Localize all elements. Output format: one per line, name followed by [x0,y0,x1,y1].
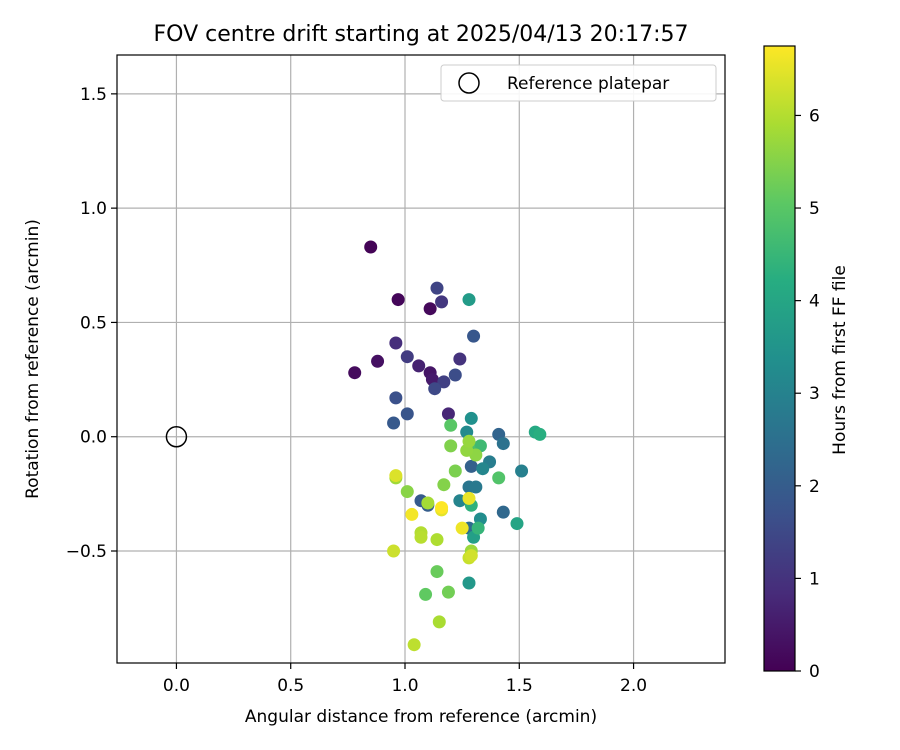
y-axis-ticks: −0.5 0.0 0.5 1.0 1.5 [66,85,117,562]
x-tick-label: 0.0 [163,676,190,696]
colorbar-tick-label: 6 [809,106,820,126]
data-point [423,302,437,316]
data-point [414,530,428,544]
data-point [364,240,378,254]
data-point [387,544,401,558]
data-point [400,407,414,421]
data-point [400,350,414,364]
reference-platepar-marker [165,425,188,448]
data-point [348,366,362,380]
data-point [533,427,547,441]
data-point [492,471,506,485]
data-points [348,240,547,652]
chart-title: FOV centre drift starting at 2025/04/13 … [154,22,689,47]
data-point [462,576,476,590]
data-point [444,418,458,432]
data-point [441,407,455,421]
y-tick-label: 1.0 [80,199,107,219]
data-point [430,533,444,547]
y-tick-label: −0.5 [66,542,107,562]
data-point [464,411,478,425]
data-point [469,480,483,494]
colorbar-tick-label: 3 [809,384,820,404]
data-point [437,375,451,389]
data-point [462,491,476,505]
data-point [444,439,458,453]
data-point [467,329,481,343]
data-point [437,478,451,492]
data-point [448,368,462,382]
data-point [371,354,385,368]
data-point [515,464,529,478]
data-point [389,391,403,405]
legend-label: Reference platepar [507,74,669,94]
x-axis-label: Angular distance from reference (arcmin) [245,707,597,727]
data-point [453,352,467,366]
data-point [435,295,449,309]
legend: Reference platepar [440,64,717,102]
plot-area [117,55,725,663]
data-point [471,521,485,535]
colorbar-tick-label: 4 [809,292,820,312]
colorbar-tick-label: 2 [809,477,820,497]
data-point [496,505,510,519]
x-tick-label: 1.0 [391,676,418,696]
data-point [464,549,478,563]
data-point [496,437,510,451]
data-point [455,521,469,535]
colorbar-tick-label: 1 [809,569,820,589]
data-point [412,359,426,373]
data-point [430,281,444,295]
data-point [441,585,455,599]
x-tick-label: 1.5 [506,676,533,696]
data-point [400,485,414,499]
colorbar-ticks: 0 1 2 3 4 5 6 [795,106,820,682]
data-point [430,565,444,579]
colorbar [763,45,796,672]
data-point [387,416,401,430]
y-tick-label: 0.0 [80,428,107,448]
data-point [432,615,446,629]
data-point [405,507,419,521]
y-tick-label: 0.5 [80,313,107,333]
data-point [391,293,405,307]
data-point [407,638,421,652]
data-point [462,434,476,448]
data-point [428,382,442,396]
plot-frame [116,54,726,664]
legend-box [440,64,717,102]
y-axis-label: Rotation from reference (arcmin) [23,219,43,499]
x-axis-ticks: 0.0 0.5 1.0 1.5 2.0 [163,663,647,696]
data-point [448,464,462,478]
colorbar-tick-label: 0 [809,662,820,682]
x-tick-label: 2.0 [620,676,647,696]
data-point [476,462,490,476]
data-point [421,496,435,510]
data-point [389,336,403,350]
data-point [435,501,449,515]
y-tick-label: 1.5 [80,85,107,105]
colorbar-label: Hours from first FF file [830,265,850,455]
data-point [464,459,478,473]
data-point [419,587,433,601]
x-tick-label: 0.5 [277,676,304,696]
data-point [389,469,403,483]
data-point [462,293,476,307]
data-point [510,517,524,531]
colorbar-tick-label: 5 [809,199,820,219]
legend-marker [458,72,480,94]
